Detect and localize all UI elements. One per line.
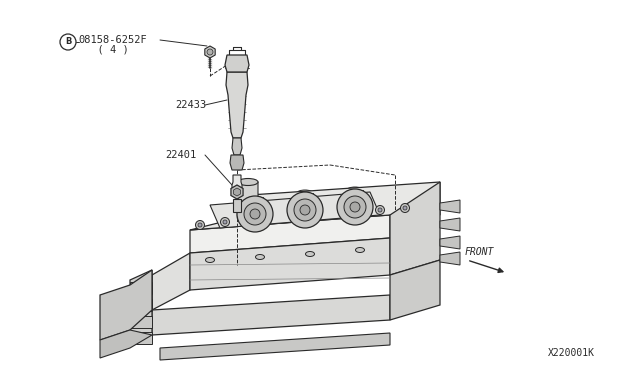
Polygon shape [226, 72, 248, 138]
Text: FRONT: FRONT [465, 247, 494, 257]
Circle shape [376, 205, 385, 215]
Circle shape [337, 189, 373, 225]
Circle shape [244, 203, 266, 225]
Polygon shape [130, 299, 152, 311]
Circle shape [378, 208, 382, 212]
Circle shape [403, 206, 407, 210]
Polygon shape [225, 55, 249, 72]
Circle shape [350, 202, 360, 212]
Polygon shape [231, 185, 243, 199]
Circle shape [250, 209, 260, 219]
Polygon shape [190, 182, 440, 230]
Polygon shape [130, 316, 152, 328]
Ellipse shape [347, 187, 363, 193]
Circle shape [287, 192, 323, 228]
Polygon shape [347, 190, 363, 202]
Circle shape [223, 220, 227, 224]
Text: ( 4 ): ( 4 ) [85, 45, 129, 55]
Ellipse shape [238, 179, 258, 186]
Polygon shape [247, 197, 263, 209]
Circle shape [198, 223, 202, 227]
Polygon shape [152, 253, 190, 310]
Circle shape [294, 199, 316, 221]
Circle shape [300, 205, 310, 215]
Ellipse shape [205, 257, 214, 263]
Polygon shape [232, 138, 242, 155]
Circle shape [60, 34, 76, 50]
Polygon shape [100, 270, 152, 340]
Polygon shape [440, 236, 460, 249]
Polygon shape [130, 282, 152, 294]
Ellipse shape [255, 254, 264, 260]
Text: B: B [65, 38, 71, 46]
Circle shape [195, 221, 205, 230]
Circle shape [237, 196, 273, 232]
Polygon shape [390, 182, 440, 275]
Polygon shape [297, 193, 313, 205]
Polygon shape [130, 270, 152, 345]
Polygon shape [440, 200, 460, 213]
Polygon shape [233, 199, 241, 212]
Ellipse shape [297, 190, 313, 196]
Polygon shape [190, 215, 390, 253]
Polygon shape [190, 238, 390, 290]
Polygon shape [100, 330, 152, 358]
Polygon shape [390, 260, 440, 320]
Polygon shape [234, 188, 241, 196]
Circle shape [344, 196, 366, 218]
Polygon shape [440, 218, 460, 231]
Text: X220001K: X220001K [548, 348, 595, 358]
Polygon shape [440, 252, 460, 265]
Circle shape [221, 218, 230, 227]
Polygon shape [130, 332, 152, 344]
Text: 08158-6252F: 08158-6252F [78, 35, 147, 45]
Polygon shape [230, 155, 244, 170]
Ellipse shape [247, 194, 263, 200]
Ellipse shape [355, 247, 365, 253]
Ellipse shape [305, 251, 314, 257]
Polygon shape [238, 182, 258, 205]
Polygon shape [152, 295, 390, 335]
Polygon shape [210, 192, 380, 228]
Polygon shape [205, 46, 215, 58]
Polygon shape [160, 333, 390, 360]
Text: 22401: 22401 [165, 150, 196, 160]
Text: 22433: 22433 [175, 100, 206, 110]
Circle shape [401, 203, 410, 212]
Polygon shape [232, 175, 242, 192]
Circle shape [207, 49, 213, 55]
